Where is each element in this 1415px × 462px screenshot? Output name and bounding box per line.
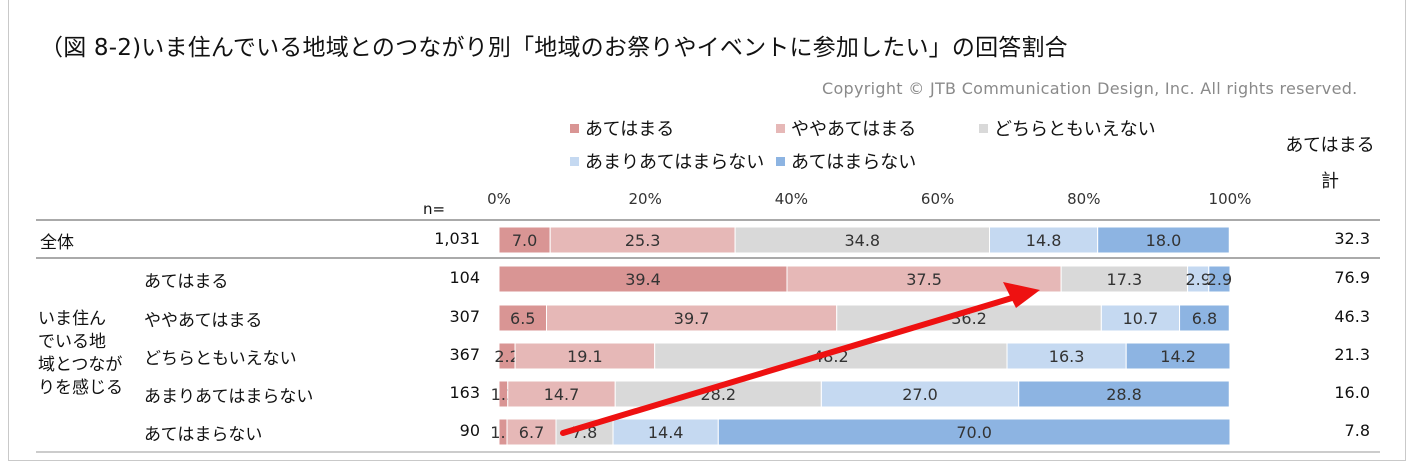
bar-data-label: 10.7 <box>1123 309 1159 328</box>
bar-segment <box>1097 226 1230 254</box>
bar-data-label: 16.3 <box>1049 347 1085 366</box>
copyright-notice: Copyright © JTB Communication Design, In… <box>822 79 1358 98</box>
legend-item-yaya-atehamaru: ややあてはまる <box>776 115 916 141</box>
bar-data-label: 39.4 <box>625 270 661 289</box>
bar-segment <box>1100 304 1181 332</box>
x-tick-label: 100% <box>1209 190 1252 208</box>
group-label-line: りを感じる <box>38 378 123 398</box>
bar-data-label: 14.8 <box>1026 231 1062 250</box>
total-column-header: あてはまる 計 <box>1282 128 1378 200</box>
bar-segment <box>1018 380 1230 408</box>
bar-data-label: 14.4 <box>648 423 684 442</box>
bar-data-label: 39.7 <box>674 309 710 328</box>
x-tick-label: 80% <box>1067 190 1100 208</box>
bar-segment <box>1179 304 1230 332</box>
bar-data-label: 27.0 <box>902 385 938 404</box>
x-tick-label: 20% <box>629 190 662 208</box>
bar-segment <box>1060 265 1189 293</box>
total-header-line: あてはまる <box>1285 135 1375 156</box>
group-label-line: いま住ん <box>38 309 106 329</box>
legend-item-atehamaru: あてはまる <box>570 115 674 141</box>
bar-data-label: 19.1 <box>567 347 603 366</box>
row-n-value: 307 <box>449 307 480 326</box>
x-tick-label: 0% <box>487 190 511 208</box>
row-n-value: 1,031 <box>434 229 480 248</box>
bar-data-label: 2.9 <box>1185 270 1210 289</box>
row-category-label: 全体 <box>40 233 74 253</box>
bar-data-label: 7.0 <box>512 231 537 250</box>
row-total-value: 21.3 <box>1334 345 1370 364</box>
bar-segment <box>546 304 838 332</box>
x-tick-label: 60% <box>921 190 954 208</box>
legend-label: ややあてはまる <box>791 119 917 140</box>
bar-data-label: 70.0 <box>956 423 992 442</box>
legend-swatch <box>570 156 579 166</box>
legend-item-amari: あまりあてはまらない <box>570 148 764 174</box>
legend-swatch <box>979 123 988 133</box>
trend-arrow-line <box>560 295 1015 436</box>
total-header-line: 計 <box>1321 171 1339 192</box>
bar-data-label: 18.0 <box>1146 231 1182 250</box>
bar-data-label: 6.8 <box>1192 309 1217 328</box>
chart-title: （図 8-2)いま住んでいる地域とのつながり別「地域のお祭りやイベントに参加した… <box>40 35 1068 61</box>
bar-segment <box>506 418 557 446</box>
bar-data-label: 14.7 <box>544 385 580 404</box>
bar-segment <box>1208 265 1231 293</box>
row-category-label: あまりあてはまらない <box>144 387 314 407</box>
legend-label: あてはまらない <box>791 152 917 173</box>
row-category-label: あてはまる <box>144 272 229 292</box>
row-category-label: ややあてはまる <box>144 311 263 331</box>
bar-data-label: 28.8 <box>1106 385 1142 404</box>
row-n-value: 163 <box>449 383 480 402</box>
row-n-value: 367 <box>449 345 480 364</box>
bar-segment <box>498 226 551 254</box>
bar-segment <box>612 418 719 446</box>
legend-label: あまりあてはまらない <box>585 152 765 173</box>
chart-frame <box>8 0 1406 461</box>
bar-data-label: 2.9 <box>1207 270 1232 289</box>
row-category-label: あてはまらない <box>144 425 263 445</box>
group-label: いま住ん でいる地 域とつなが りを感じる <box>38 308 134 400</box>
bar-segment <box>498 304 548 332</box>
row-total-value: 46.3 <box>1334 307 1370 326</box>
group-label-line: でいる地 <box>38 332 106 352</box>
legend-item-atehamaranai: あてはまらない <box>776 148 916 174</box>
bar-data-label: 6.5 <box>510 309 535 328</box>
bar-data-label: 17.3 <box>1107 270 1143 289</box>
bar-data-label: 34.8 <box>844 231 880 250</box>
legend-swatch <box>776 123 785 133</box>
bar-data-label: 14.2 <box>1160 347 1196 366</box>
row-total-value: 7.8 <box>1344 421 1370 440</box>
row-total-value: 76.9 <box>1334 268 1370 287</box>
n-label: n= <box>423 200 446 218</box>
bar-segment <box>1006 342 1127 370</box>
legend-swatch <box>776 156 785 166</box>
row-category-label: どちらともいえない <box>144 349 297 369</box>
x-tick-label: 40% <box>775 190 808 208</box>
legend-label: あてはまる <box>585 119 675 140</box>
bar-segment <box>820 380 1020 408</box>
bar-data-label: 37.5 <box>906 270 942 289</box>
legend-swatch <box>570 123 579 133</box>
bar-data-label: 6.7 <box>519 423 544 442</box>
bar-segment <box>498 265 788 293</box>
bar-data-label: 25.3 <box>625 231 661 250</box>
row-n-value: 90 <box>459 421 480 440</box>
trend-arrow-head <box>1003 282 1040 308</box>
group-label-line: 域とつなが <box>38 355 123 375</box>
bar-segment <box>717 418 1231 446</box>
legend-item-dochiratomo: どちらともいえない <box>979 115 1156 141</box>
row-total-value: 16.0 <box>1334 383 1370 402</box>
legend-label: どちらともいえない <box>994 119 1156 140</box>
bar-segment <box>514 342 656 370</box>
row-n-value: 104 <box>449 268 480 287</box>
bar-segment <box>1125 342 1231 370</box>
bar-data-label: 2.2 <box>494 347 519 366</box>
row-total-value: 32.3 <box>1334 229 1370 248</box>
